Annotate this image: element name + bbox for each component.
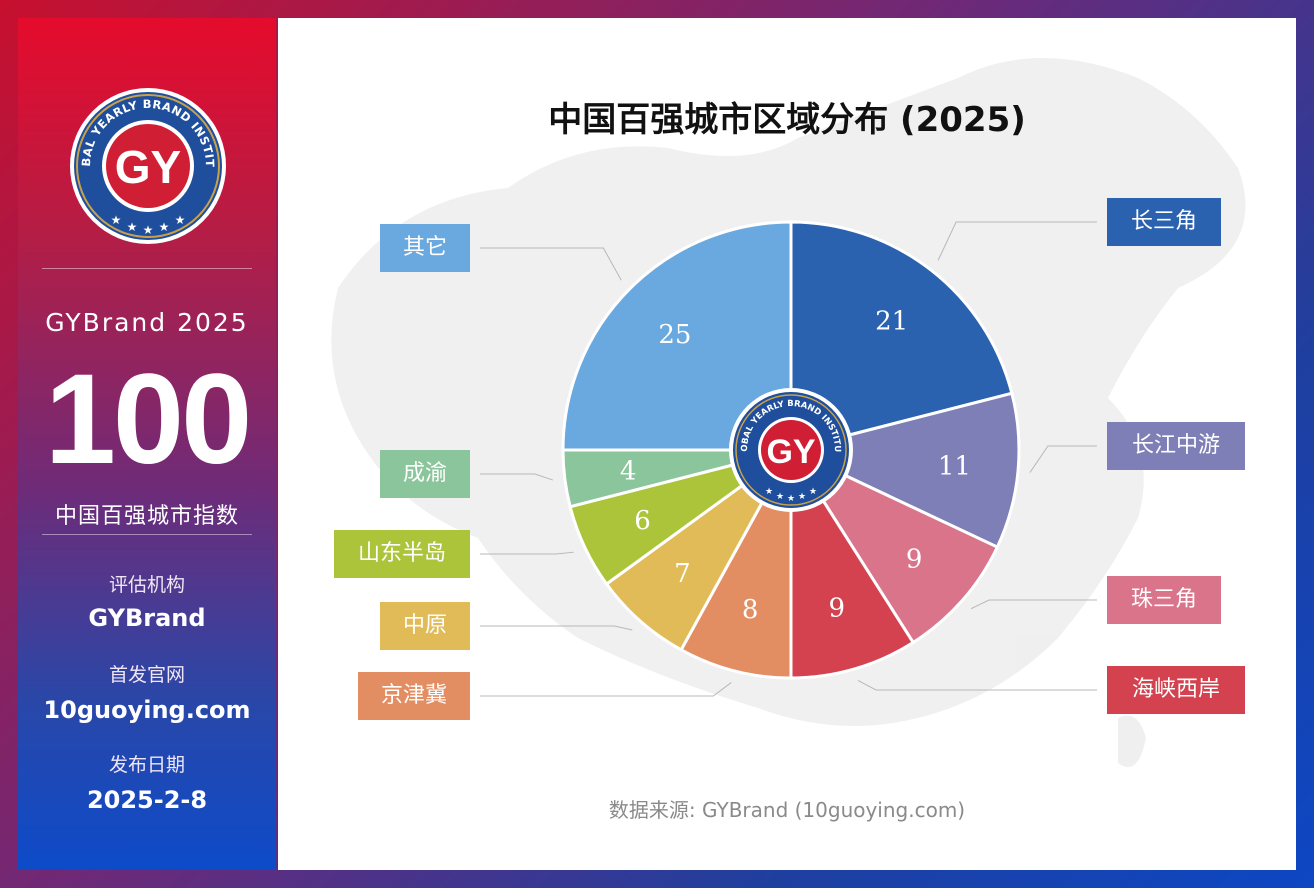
slice-category-label: 中原 bbox=[380, 602, 470, 650]
svg-text:★: ★ bbox=[765, 487, 773, 497]
org-value: GYBrand bbox=[88, 604, 206, 632]
slice-category-label: 长江中游 bbox=[1107, 422, 1245, 470]
slice-value-label: 21 bbox=[875, 306, 908, 336]
site-label: 首发官网 bbox=[108, 664, 185, 686]
big-number: 100 bbox=[44, 348, 253, 491]
pie-slice bbox=[786, 446, 1000, 645]
svg-text:★: ★ bbox=[175, 213, 186, 227]
brand-year: GYBrand 2025 bbox=[45, 308, 249, 337]
slice-value-label: 9 bbox=[906, 545, 923, 575]
slice-category-label: 长三角 bbox=[1107, 198, 1221, 246]
slice-value-label: 8 bbox=[742, 595, 759, 625]
data-source: 数据来源: GYBrand (10guoying.com) bbox=[608, 798, 966, 822]
slice-value-label: 4 bbox=[620, 457, 637, 487]
chart-title: 中国百强城市区域分布 (2025) bbox=[548, 100, 1026, 140]
svg-text:★: ★ bbox=[111, 213, 122, 227]
pie-slice bbox=[786, 391, 1021, 550]
pie-slice bbox=[679, 449, 793, 680]
slice-category-label: 其它 bbox=[380, 224, 470, 272]
slice-value-label: 9 bbox=[829, 594, 846, 624]
pie-slice bbox=[789, 220, 1014, 452]
svg-text:★: ★ bbox=[787, 494, 795, 504]
svg-text:★: ★ bbox=[776, 492, 784, 502]
date-label: 发布日期 bbox=[108, 754, 185, 776]
date-value: 2025-2-8 bbox=[86, 786, 208, 814]
sidebar: GLOBAL YEARLY BRAND INSTITUTE GY ★ ★ ★ ★… bbox=[18, 18, 276, 870]
leader-line bbox=[1029, 445, 1097, 473]
svg-text:★: ★ bbox=[159, 220, 170, 234]
slice-category-label: 京津冀 bbox=[358, 672, 470, 720]
svg-text:★: ★ bbox=[143, 223, 154, 237]
slice-value-label: 25 bbox=[658, 320, 691, 350]
slice-value-label: 6 bbox=[634, 506, 651, 536]
slice-value-label: 11 bbox=[938, 451, 971, 481]
svg-text:★: ★ bbox=[809, 487, 817, 497]
pie-slice bbox=[789, 444, 916, 680]
leader-line bbox=[480, 551, 574, 555]
slice-category-label: 山东半岛 bbox=[334, 530, 470, 578]
leader-line bbox=[937, 221, 1097, 261]
leader-line bbox=[480, 247, 622, 281]
leader-line bbox=[970, 599, 1097, 610]
svg-text:GY: GY bbox=[115, 141, 181, 193]
site-value: 10guoying.com bbox=[43, 696, 251, 724]
org-label: 评估机构 bbox=[108, 574, 185, 596]
gy-logo: GLOBAL YEARLY BRAND INSTITUTE GY ★ ★ ★ ★… bbox=[68, 86, 226, 244]
divider bbox=[42, 268, 252, 269]
leader-line bbox=[480, 473, 554, 481]
index-name: 中国百强城市指数 bbox=[54, 504, 239, 529]
leader-line bbox=[480, 625, 633, 631]
svg-text:★: ★ bbox=[127, 220, 138, 234]
pie-slice bbox=[561, 220, 793, 452]
leader-line bbox=[480, 682, 732, 697]
slice-category-label: 珠三角 bbox=[1107, 576, 1221, 624]
leader-line bbox=[857, 680, 1097, 691]
slice-value-label: 7 bbox=[674, 559, 691, 589]
svg-text:GY: GY bbox=[766, 433, 815, 471]
svg-text:★: ★ bbox=[798, 492, 806, 502]
slice-category-label: 海峡西岸 bbox=[1107, 666, 1245, 714]
slice-category-label: 成渝 bbox=[380, 450, 470, 498]
divider bbox=[42, 534, 252, 535]
